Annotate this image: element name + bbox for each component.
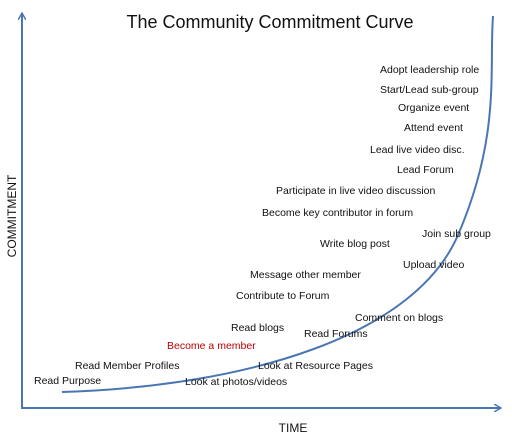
node-label: Look at Resource Pages bbox=[258, 360, 373, 372]
title: The Community Commitment Curve bbox=[126, 12, 413, 32]
commitment-curve bbox=[61, 15, 494, 393]
node-label: Join sub group bbox=[422, 228, 491, 240]
node-labels: Adopt leadership role Start/Lead sub-grou… bbox=[34, 64, 491, 388]
node-label: Lead Forum bbox=[397, 164, 454, 176]
node-label: Contribute to Forum bbox=[236, 290, 330, 302]
x-axis-label: TIME bbox=[279, 421, 308, 435]
node-label: Adopt leadership role bbox=[380, 64, 479, 76]
y-axis-label: COMMITMENT bbox=[5, 174, 19, 257]
node-label: Read Forums bbox=[304, 328, 368, 340]
node-label: Become key contributor in forum bbox=[262, 207, 413, 219]
node-label: Message other member bbox=[250, 269, 361, 281]
node-label: Upload video bbox=[403, 259, 464, 271]
node-label: Lead live video disc. bbox=[370, 144, 465, 156]
node-label: Read blogs bbox=[231, 322, 284, 334]
node-label: Look at photos/videos bbox=[185, 376, 287, 388]
node-label: Become a member bbox=[167, 340, 256, 352]
node-label: Write blog post bbox=[320, 238, 390, 250]
node-label: Read Member Profiles bbox=[75, 360, 179, 372]
node-label: Organize event bbox=[398, 102, 469, 114]
node-label: Participate in live video discussion bbox=[276, 185, 435, 197]
node-label: Read Purpose bbox=[34, 375, 101, 387]
node-label: Start/Lead sub-group bbox=[380, 84, 479, 96]
node-label: Comment on blogs bbox=[355, 312, 443, 324]
node-label: Attend event bbox=[404, 122, 463, 134]
